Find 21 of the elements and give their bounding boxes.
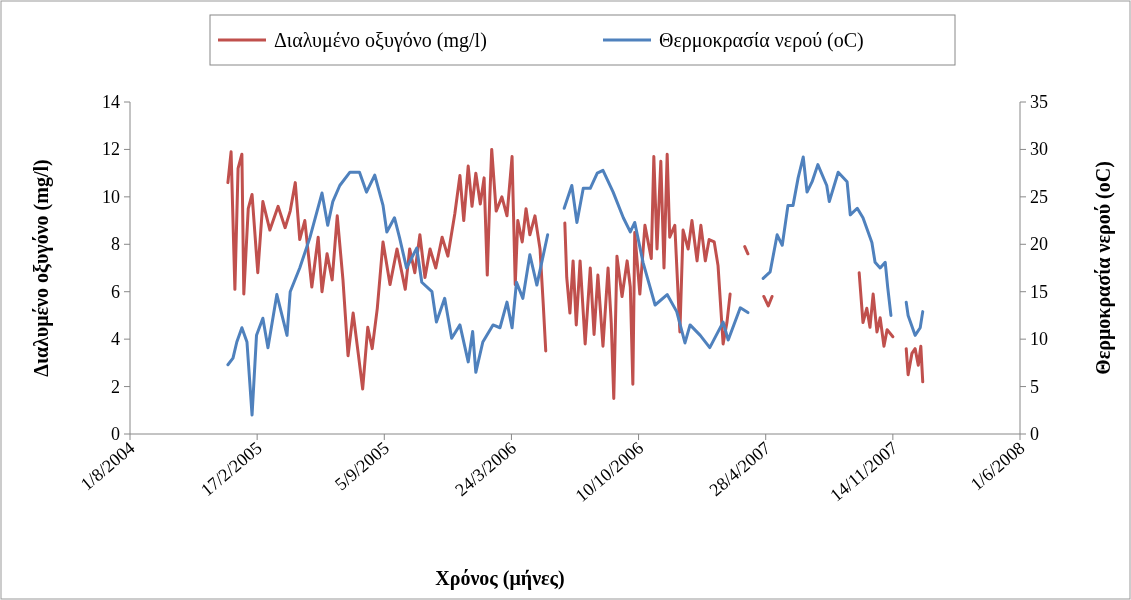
y-tick-label: 14 xyxy=(102,92,120,112)
y2-tick-label: 20 xyxy=(1030,234,1048,255)
y-tick-label: 4 xyxy=(111,329,120,350)
y2-tick-label: 10 xyxy=(1030,329,1048,350)
y-axis-title: Διαλυμένο οξυγόνο (mg/l) xyxy=(30,159,53,377)
y-tick-label: 8 xyxy=(111,234,120,255)
x-axis-title: Χρόνος (μήνες) xyxy=(435,567,565,590)
y2-tick-label: 0 xyxy=(1030,424,1039,444)
y-tick-label: 6 xyxy=(111,281,120,302)
y2-tick-label: 15 xyxy=(1030,281,1048,302)
y-tick-label: 0 xyxy=(111,424,120,444)
y-tick-label: 10 xyxy=(102,186,120,207)
y2-axis-title: Θερμοκρασία νερού (oC) xyxy=(1092,161,1115,375)
y2-tick-label: 5 xyxy=(1030,376,1039,397)
legend-label: Θερμοκρασία νερού (oC) xyxy=(659,29,864,52)
y2-tick-label: 35 xyxy=(1030,92,1048,112)
y2-tick-label: 25 xyxy=(1030,186,1048,207)
legend-label: Διαλυμένο οξυγόνο (mg/l) xyxy=(274,29,487,52)
y-tick-label: 2 xyxy=(111,376,120,397)
y-tick-label: 12 xyxy=(102,139,120,160)
y2-tick-label: 30 xyxy=(1030,139,1048,160)
